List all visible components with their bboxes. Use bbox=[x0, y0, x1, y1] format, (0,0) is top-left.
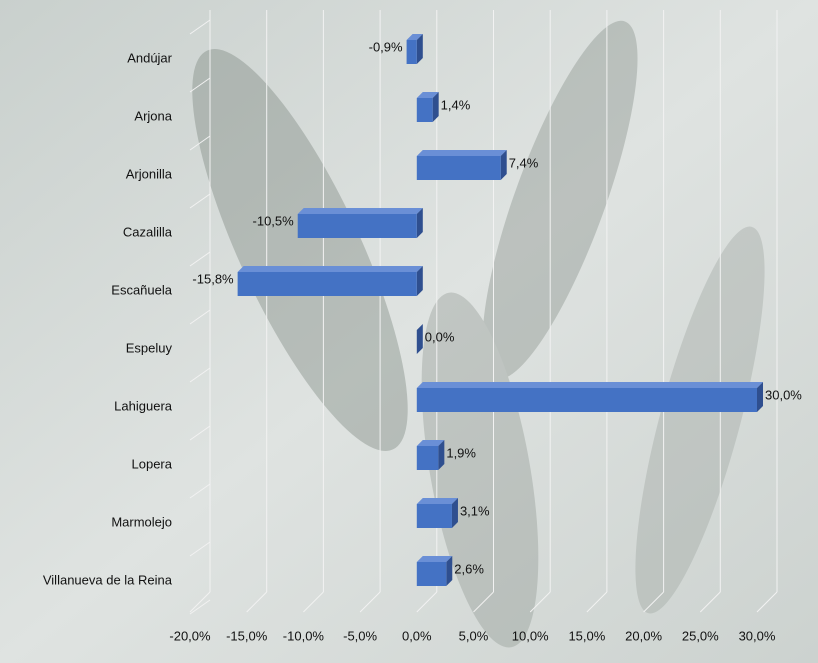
side-wall-line bbox=[189, 251, 211, 267]
bar-top bbox=[237, 266, 423, 272]
grid-line-floor bbox=[586, 591, 608, 613]
value-label: -0,9% bbox=[369, 39, 403, 54]
side-wall-line bbox=[189, 309, 211, 325]
bar bbox=[406, 34, 423, 64]
x-tick-label: 25,0% bbox=[682, 628, 719, 643]
bar-side bbox=[757, 382, 763, 412]
category-label: Villanueva de la Reina bbox=[43, 572, 173, 587]
bar bbox=[416, 150, 507, 180]
bar-front bbox=[416, 98, 433, 122]
category-label: Espeluy bbox=[126, 340, 173, 355]
grid-line-floor bbox=[529, 591, 551, 613]
side-wall-line bbox=[189, 599, 211, 615]
grid-line-floor bbox=[756, 591, 778, 613]
grid-line-floor bbox=[189, 591, 211, 613]
grid-line-floor bbox=[246, 591, 268, 613]
x-tick-label: 0,0% bbox=[402, 628, 432, 643]
bar-top bbox=[406, 34, 423, 40]
bar bbox=[416, 498, 458, 528]
bar-front bbox=[237, 272, 417, 296]
side-wall-line bbox=[189, 135, 211, 151]
value-label: 30,0% bbox=[765, 387, 802, 402]
bar-side bbox=[416, 266, 423, 296]
x-tick-label: -10,0% bbox=[283, 628, 325, 643]
x-tick-label: 15,0% bbox=[568, 628, 605, 643]
side-wall-line bbox=[189, 77, 211, 93]
bar-front bbox=[416, 446, 439, 470]
bar-top bbox=[416, 92, 439, 98]
bar-top bbox=[416, 382, 763, 388]
bar bbox=[416, 324, 423, 354]
category-label: Andújar bbox=[127, 50, 172, 65]
grid-line-floor bbox=[473, 591, 494, 613]
bar-front bbox=[406, 40, 417, 64]
bar-top bbox=[297, 208, 423, 214]
side-wall-line bbox=[189, 193, 211, 209]
value-label: 3,1% bbox=[460, 503, 490, 518]
side-wall-line bbox=[189, 425, 211, 441]
bar bbox=[416, 556, 453, 586]
category-label: Cazalilla bbox=[123, 224, 173, 239]
grid-line-floor bbox=[643, 591, 664, 613]
x-tick-label: 30,0% bbox=[739, 628, 776, 643]
bar-side bbox=[451, 498, 458, 528]
bar-top bbox=[416, 150, 507, 156]
bar-front bbox=[416, 562, 447, 586]
bar-side bbox=[416, 34, 423, 64]
value-label: 0,0% bbox=[425, 329, 455, 344]
category-label: Lopera bbox=[132, 456, 173, 471]
bar bbox=[297, 208, 423, 238]
value-label: -15,8% bbox=[192, 271, 234, 286]
category-label: Lahiguera bbox=[114, 398, 173, 413]
x-tick-label: 5,0% bbox=[459, 628, 489, 643]
bar bbox=[416, 382, 763, 412]
x-tick-label: -5,0% bbox=[343, 628, 377, 643]
x-tick-label: -20,0% bbox=[169, 628, 211, 643]
bar-top bbox=[416, 440, 445, 446]
bar-side bbox=[416, 324, 423, 354]
bar-front bbox=[416, 504, 452, 528]
category-label: Arjona bbox=[134, 108, 172, 123]
value-label: 2,6% bbox=[454, 561, 484, 576]
x-tick-label: 20,0% bbox=[625, 628, 662, 643]
bar-top bbox=[416, 498, 458, 504]
grid-line-floor bbox=[359, 591, 381, 613]
value-label: 1,9% bbox=[446, 445, 476, 460]
side-wall-line bbox=[189, 367, 211, 383]
bar-front bbox=[416, 388, 757, 412]
bar bbox=[416, 92, 439, 122]
bar-side bbox=[438, 440, 445, 470]
side-wall-line bbox=[189, 19, 211, 35]
bar bbox=[237, 266, 423, 296]
side-wall-line bbox=[189, 483, 211, 499]
grid-line-floor bbox=[303, 591, 324, 613]
bar bbox=[416, 440, 445, 470]
bar-front bbox=[416, 156, 501, 180]
bar-top bbox=[416, 556, 453, 562]
bar-side bbox=[446, 556, 453, 586]
x-tick-label: 10,0% bbox=[512, 628, 549, 643]
bar-side bbox=[416, 208, 423, 238]
grid-line-floor bbox=[699, 591, 721, 613]
category-label: Escañuela bbox=[111, 282, 172, 297]
value-label: 1,4% bbox=[441, 97, 471, 112]
side-wall-line bbox=[189, 541, 211, 557]
category-label: Arjonilla bbox=[126, 166, 173, 181]
bar-side bbox=[500, 150, 507, 180]
bar-side bbox=[432, 92, 439, 122]
value-label: 7,4% bbox=[509, 155, 539, 170]
x-tick-label: -15,0% bbox=[226, 628, 268, 643]
bar-front bbox=[297, 214, 417, 238]
value-label: -10,5% bbox=[253, 213, 295, 228]
category-label: Marmolejo bbox=[111, 514, 172, 529]
grid-line-floor bbox=[416, 591, 438, 613]
